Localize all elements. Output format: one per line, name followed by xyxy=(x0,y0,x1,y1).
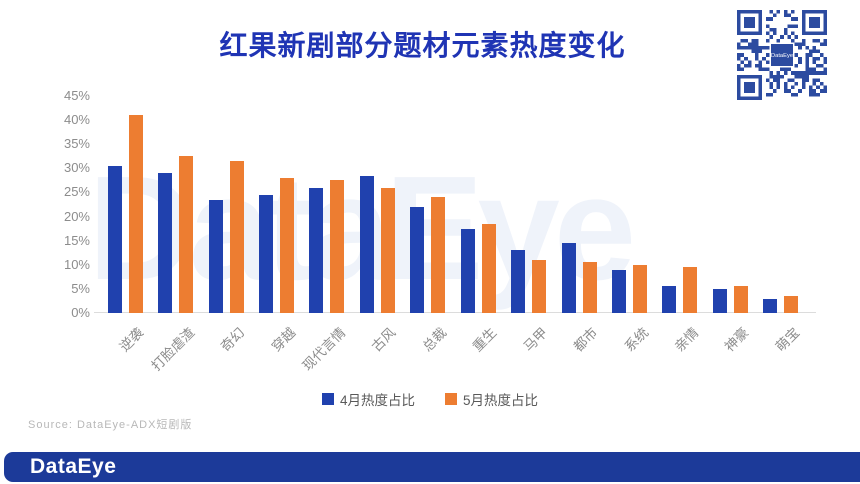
bar-may xyxy=(229,161,244,313)
legend-swatch-icon xyxy=(321,393,334,405)
source-text: Source: DataEye-ADX短剧版 xyxy=(28,419,193,431)
bar-april xyxy=(359,175,374,313)
bar-may xyxy=(532,259,547,313)
y-tick-label: 5% xyxy=(71,280,90,296)
bar-may xyxy=(330,180,345,313)
y-tick-label: 20% xyxy=(63,208,90,224)
dataeye-logo: DataEye xyxy=(30,455,117,478)
bar-april xyxy=(259,194,273,313)
legend-label: 4月热度占比 xyxy=(339,393,415,408)
y-tick-label: 30% xyxy=(63,160,90,176)
x-tick-label: 打脸虐渣 xyxy=(148,324,198,374)
bar-april xyxy=(511,250,526,313)
x-tick-label: 神豪 xyxy=(722,324,752,355)
x-tick-label: 马甲 xyxy=(520,324,551,355)
bar-april xyxy=(208,199,223,313)
x-tick-label: 萌宝 xyxy=(772,324,803,355)
bar-may xyxy=(179,156,194,313)
y-tick-label: 25% xyxy=(63,184,90,200)
bar-april xyxy=(712,288,727,313)
bar-may xyxy=(733,286,748,313)
x-tick-label: 古风 xyxy=(369,324,399,355)
y-tick-label: 45% xyxy=(63,88,90,103)
qr-svg: DataEye xyxy=(737,10,827,100)
x-axis-labels: 逆袭 打脸虐渣 奇幻 穿越 现代言情 古风 总裁 重生 马甲 都市 系统 亲情 神豪 萌宝 xyxy=(100,320,806,392)
bar-april xyxy=(309,187,324,313)
bar-april xyxy=(561,243,576,313)
qr-center-label: DataEye xyxy=(771,53,793,59)
bar-april xyxy=(158,173,173,313)
bar-april xyxy=(612,269,626,313)
x-tick-label: 亲情 xyxy=(671,324,702,355)
bar-may xyxy=(481,223,496,313)
bar-may xyxy=(633,264,647,313)
legend-swatch-icon xyxy=(445,393,457,405)
x-tick-label: 总裁 xyxy=(419,324,450,355)
bar-may xyxy=(784,296,799,313)
x-tick-label: 重生 xyxy=(469,324,500,355)
bar-april xyxy=(763,298,778,313)
bar-may xyxy=(431,197,446,313)
x-tick-label: 现代言情 xyxy=(299,324,349,374)
x-tick-label: 逆袭 xyxy=(116,324,147,355)
x-tick-label: 穿越 xyxy=(268,324,298,355)
bar-may xyxy=(280,177,294,313)
chart-legend: 4月热度占比 5月热度占比 xyxy=(0,389,860,409)
legend-label: 5月热度占比 xyxy=(463,393,539,408)
chart-title: 红果新剧部分题材元素热度变化 xyxy=(219,30,626,61)
y-tick-label: 15% xyxy=(63,232,90,248)
x-tick-label: 奇幻 xyxy=(217,324,248,355)
x-axis-line xyxy=(94,312,816,313)
bar-april xyxy=(662,286,677,313)
bar-april xyxy=(410,206,425,313)
plot-area xyxy=(94,96,816,313)
bar-april xyxy=(107,165,122,313)
qr-code: DataEye xyxy=(737,10,827,100)
bar-may xyxy=(582,262,597,313)
y-tick-label: 10% xyxy=(63,256,90,272)
legend-item-may: 5月热度占比 xyxy=(445,389,538,409)
x-tick-label: 都市 xyxy=(570,324,601,355)
y-tick-label: 35% xyxy=(63,136,90,152)
y-axis: 0% 5% 10% 15% 20% 25% 30% 35% 40% 45% xyxy=(36,88,90,320)
legend-item-april: 4月热度占比 xyxy=(321,389,415,409)
bar-may xyxy=(128,115,143,313)
y-tick-label: 0% xyxy=(71,305,90,320)
bar-may xyxy=(683,267,698,313)
bar-april xyxy=(460,228,475,313)
footer-bar: DataEye xyxy=(4,452,860,482)
bar-may xyxy=(380,187,395,313)
y-tick-label: 40% xyxy=(63,112,90,128)
x-tick-label: 系统 xyxy=(621,324,651,355)
